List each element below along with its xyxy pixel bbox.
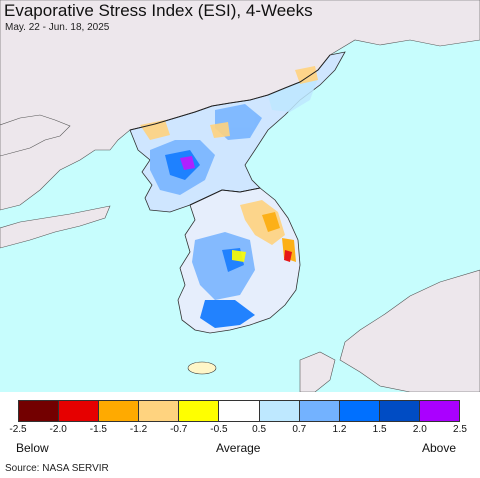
legend-tick-label: -1.2 <box>129 424 148 435</box>
source-credit: Source: NASA SERVIR <box>5 463 109 474</box>
map-title: Evaporative Stress Index (ESI), 4-Weeks <box>4 1 313 20</box>
esi-map <box>0 0 480 392</box>
legend-average-label: Average <box>216 441 261 455</box>
legend-swatch <box>299 401 340 421</box>
legend-swatch <box>19 401 60 421</box>
legend-swatch <box>179 401 220 421</box>
legend-tick-label: -0.7 <box>170 424 188 435</box>
legend-tick-label: -0.5 <box>210 424 228 435</box>
legend-swatch <box>259 401 300 421</box>
jeju-island <box>187 361 217 375</box>
legend-tick-label: 2.0 <box>412 424 427 435</box>
legend-swatch <box>219 401 260 421</box>
legend-tick-label: 1.5 <box>372 424 387 435</box>
liaodong-coast <box>0 114 71 157</box>
legend-above-label: Above <box>422 441 457 455</box>
inter-korean-border <box>189 187 261 206</box>
legend-color-bar <box>18 400 460 422</box>
japan-kyushu <box>299 351 336 392</box>
dry-anomaly-patches <box>140 66 318 262</box>
legend-swatch <box>339 401 380 421</box>
legend-ticks: -2.5 -2.0 -1.5 -1.2 -0.7 -0.5 0.5 0.7 1.2 1.5 2.0 2… <box>0 424 480 438</box>
legend-tick-label: 1.2 <box>332 424 347 435</box>
legend-swatch <box>59 401 100 421</box>
legend-swatch <box>99 401 140 421</box>
legend-tick-label: -2.5 <box>9 424 27 435</box>
shandong-land <box>0 205 111 249</box>
legend-tick-label: 0.5 <box>252 424 267 435</box>
legend-tick-label: -1.5 <box>89 424 107 435</box>
japan-land <box>339 269 480 392</box>
legend-tick-label: 0.7 <box>292 424 307 435</box>
legend-swatch <box>139 401 180 421</box>
date-range: May. 22 - Jun. 18, 2025 <box>5 22 110 33</box>
legend-tick-label: 2.5 <box>453 424 467 435</box>
legend-tick-label: -2.0 <box>49 424 67 435</box>
legend-below-label: Below <box>16 441 49 455</box>
china-nk-border <box>129 54 331 131</box>
legend-swatch <box>379 401 420 421</box>
legend-swatch <box>419 401 460 421</box>
